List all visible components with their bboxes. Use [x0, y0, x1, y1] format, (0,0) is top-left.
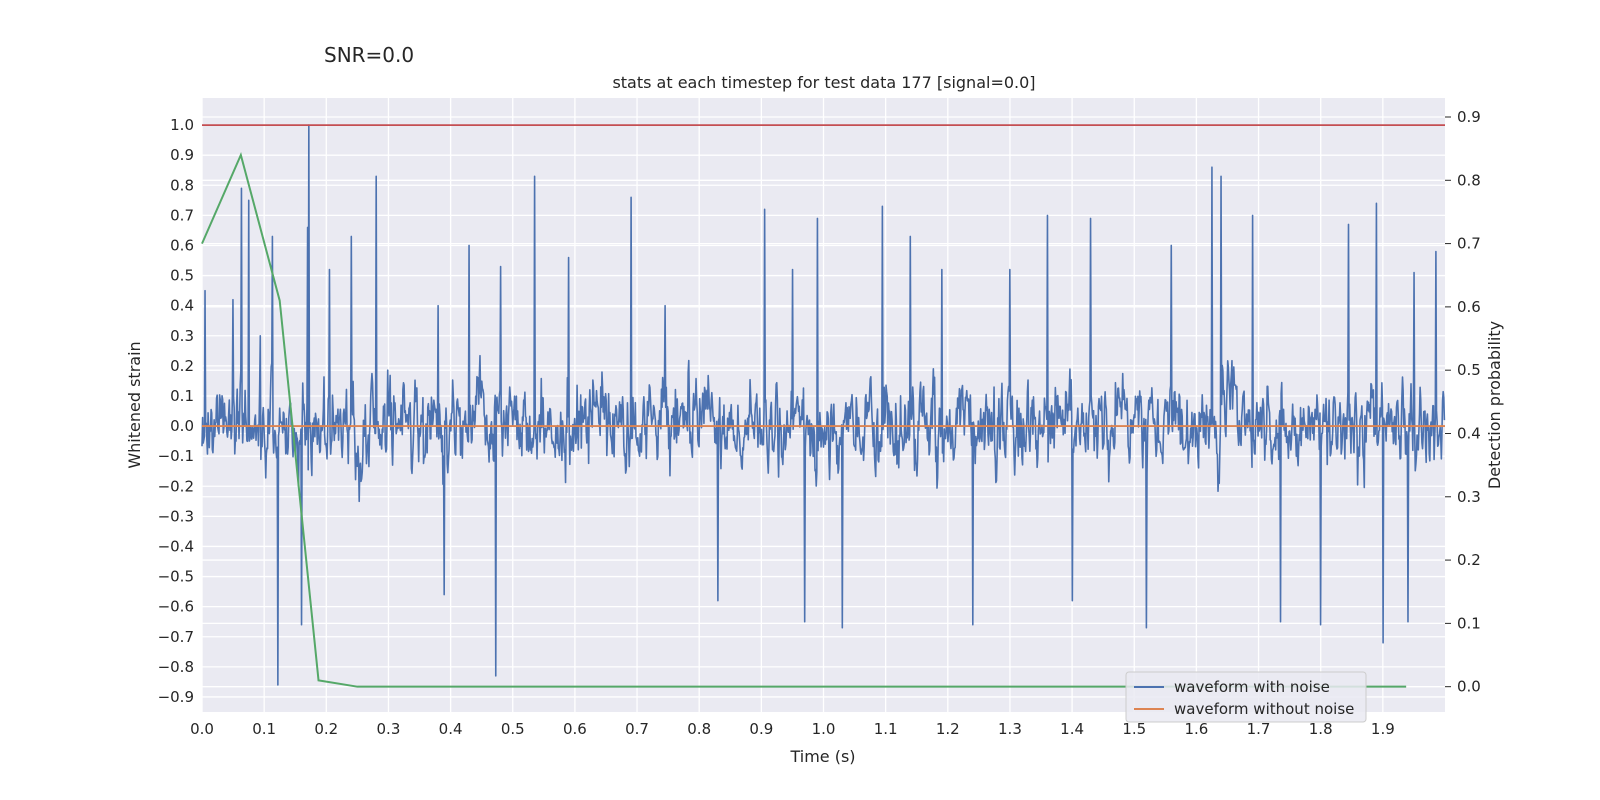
x-axis-label: Time (s) — [789, 747, 855, 766]
y-tick-label: −0.4 — [158, 537, 194, 555]
y-tick-label: 0.7 — [170, 206, 194, 224]
x-tick-label: 1.6 — [1184, 720, 1208, 738]
y-tick-label: −0.5 — [158, 568, 194, 586]
legend-entry: waveform with noise — [1174, 678, 1330, 696]
y-tick-label: −0.3 — [158, 507, 194, 525]
y-tick-label: −0.1 — [158, 447, 194, 465]
y-right-tick-label: 0.9 — [1457, 108, 1481, 126]
y-right-tick-label: 0.7 — [1457, 235, 1481, 253]
plot-marks — [201, 124, 1446, 688]
y-tick-label: 0.1 — [170, 387, 194, 405]
y-right-tick-label: 0.5 — [1457, 361, 1481, 379]
y-tick-label: 0.2 — [170, 357, 194, 375]
y-tick-label: 0.5 — [170, 267, 194, 285]
legend: waveform with noise waveform without nois… — [1125, 671, 1367, 723]
x-tick-label: 0.7 — [625, 720, 649, 738]
x-tick-label: 0.5 — [501, 720, 525, 738]
y-tick-label: 1.0 — [170, 116, 194, 134]
x-tick-label: 0.8 — [687, 720, 711, 738]
x-tick-label: 1.4 — [1060, 720, 1084, 738]
y-tick-label: −0.8 — [158, 658, 194, 676]
y-tick-label: −0.2 — [158, 477, 194, 495]
y-tick-label: −0.9 — [158, 688, 194, 706]
series-line-detection-probability — [201, 151, 1407, 688]
x-tick-label: 0.4 — [439, 720, 463, 738]
suptitle: SNR=0.0 — [324, 43, 414, 67]
y-right-tick-label: 0.4 — [1457, 424, 1481, 442]
y-tick-label: 0.4 — [170, 297, 194, 315]
x-tick-label: 0.9 — [749, 720, 773, 738]
x-tick-label: 0.3 — [377, 720, 401, 738]
series-line-waveform-with-noise — [201, 124, 1446, 686]
y-tick-label: 0.0 — [170, 417, 194, 435]
y-axis-right: 0.9 0.8 0.7 0.6 0.5 0.4 0.3 0.2 0.1 0.0 — [1445, 108, 1481, 696]
x-tick-label: 1.3 — [998, 720, 1022, 738]
y-right-tick-label: 0.1 — [1457, 614, 1481, 632]
x-tick-label: 1.7 — [1247, 720, 1271, 738]
x-tick-label: 0.2 — [314, 720, 338, 738]
y-tick-label: 0.3 — [170, 327, 194, 345]
legend-entry: waveform without noise — [1174, 700, 1354, 718]
chart-title: stats at each timestep for test data 177… — [612, 73, 1035, 92]
y-tick-label: 0.6 — [170, 236, 194, 254]
y-axis-right-label: Detection probability — [1485, 321, 1504, 489]
legend-box — [1125, 671, 1367, 723]
y-tick-label: −0.7 — [158, 628, 194, 646]
y-right-tick-label: 0.8 — [1457, 171, 1481, 189]
x-tick-label: 0.1 — [252, 720, 276, 738]
x-tick-label: 1.9 — [1371, 720, 1395, 738]
x-tick-label: 1.0 — [812, 720, 836, 738]
x-tick-label: 0.0 — [190, 720, 214, 738]
y-right-tick-label: 0.3 — [1457, 488, 1481, 506]
x-axis: 0.0 0.1 0.2 0.3 0.4 0.5 0.6 0.7 0.8 0.9 1.0 1.1 1.2 1… — [190, 720, 1395, 738]
x-tick-label: 1.8 — [1309, 720, 1333, 738]
x-tick-label: 1.2 — [936, 720, 960, 738]
y-tick-label: 0.8 — [170, 176, 194, 194]
x-tick-label: 1.1 — [874, 720, 898, 738]
y-axis-label: Whitened strain — [125, 341, 144, 468]
y-right-tick-label: 0.6 — [1457, 298, 1481, 316]
y-right-tick-label: 0.0 — [1457, 678, 1481, 696]
y-tick-label: −0.6 — [158, 598, 194, 616]
y-tick-label: 0.9 — [170, 146, 194, 164]
y-axis-left: 1.0 0.9 0.8 0.7 0.6 0.5 0.4 0.3 0.2 0.1 0.0 −0.1 −0.… — [158, 116, 194, 706]
y-right-tick-label: 0.2 — [1457, 551, 1481, 569]
x-tick-label: 1.5 — [1122, 720, 1146, 738]
x-tick-label: 0.6 — [563, 720, 587, 738]
